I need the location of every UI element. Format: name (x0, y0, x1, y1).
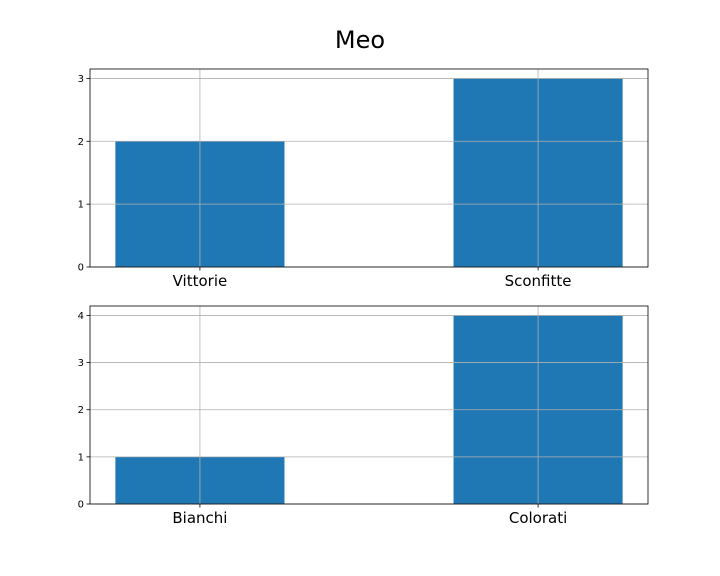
ytick-label: 3 (78, 358, 84, 369)
ytick-label: 0 (78, 263, 84, 274)
ytick-label: 2 (78, 405, 84, 416)
ytick-label: 1 (78, 452, 84, 463)
charts-container: 0 1 2 3 Vittorie Sconfitte 0 1 2 3 4 Bianchi Colorat… (78, 68, 649, 527)
xtick-label-sconfitte: Sconfitte (505, 272, 572, 290)
ytick-label: 3 (78, 74, 84, 85)
ytick-label: 0 (78, 500, 84, 511)
ytick-label: 2 (78, 137, 84, 148)
xtick-label-bianchi: Bianchi (172, 509, 227, 527)
axes-frame (89, 305, 649, 505)
xtick-label-colorati: Colorati (509, 509, 567, 527)
ytick-label: 4 (78, 311, 84, 322)
figure-title: Meo (335, 26, 385, 54)
axes-frame (89, 68, 649, 268)
xtick-label-vittorie: Vittorie (173, 272, 228, 290)
chart-1: 0 1 2 3 Vittorie Sconfitte (78, 68, 649, 290)
ytick-label: 1 (78, 200, 84, 211)
chart-2: 0 1 2 3 4 Bianchi Colorati (78, 305, 649, 527)
